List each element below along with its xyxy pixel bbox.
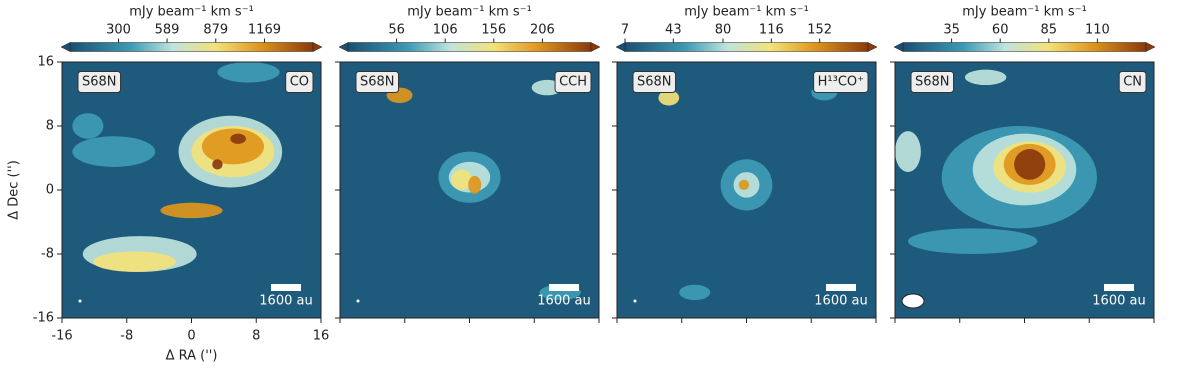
colorbar-tick-label: 7 [621,23,629,38]
x-tick-label: -16 [51,329,72,344]
x-tick-label: 8 [252,329,260,344]
colorbar-arrow [338,42,349,52]
label-box [355,71,400,93]
image [340,62,599,318]
beam [356,299,360,303]
y-tick-label: -8 [41,247,54,262]
emission [907,228,1038,254]
colorbar-tick-label: 152 [807,23,832,38]
emission [1014,149,1046,180]
scale-label: 1600 au [259,294,312,309]
colorbar-label: mJy beam⁻¹ km s⁻¹ [962,5,1087,20]
image-background [62,62,321,318]
y-tick-label: 16 [37,55,54,70]
label-box [554,71,592,93]
beam [78,299,82,303]
emission [230,133,246,144]
colorbar-tick-label: 56 [388,23,405,38]
scale-bar [549,284,579,291]
label-box [285,71,314,93]
image [895,62,1154,318]
colorbar-arrow [867,42,878,52]
beam [633,299,637,303]
y-tick-label: 8 [46,119,54,134]
emission [72,113,104,139]
label-box [1118,71,1147,93]
y-axis-label: Δ Dec ('') [7,160,22,220]
colorbar-arrow [60,42,71,52]
x-tick-label: 0 [187,329,195,344]
x-axis-label: Δ RA ('') [166,349,218,364]
colorbar [902,42,1147,52]
image [62,62,321,318]
panel-label: S68N [360,75,395,90]
colorbar-arrow [615,42,626,52]
colorbar-arrow [312,42,323,52]
colorbar [69,42,314,52]
emission [679,284,711,301]
colorbar-tick-label: 879 [203,23,228,38]
scale-label: 1600 au [814,294,867,309]
colorbar-tick-label: 1169 [248,23,281,38]
panel-label: S68N [637,75,672,90]
colorbar [347,42,592,52]
colorbar-arrow [893,42,904,52]
panel-label: S68N [915,75,950,90]
x-tick-label: -8 [120,329,133,344]
y-tick-label: -16 [33,311,54,326]
colorbar-tick-label: 589 [155,23,180,38]
scale-bar [826,284,856,291]
colorbar-tick-label: 300 [106,23,131,38]
panel-label: CN [1123,75,1142,90]
colorbar-tick-label: 85 [1041,23,1058,38]
emission [93,251,176,272]
emission [201,128,265,165]
colorbar-tick-label: 106 [433,23,458,38]
scale-label: 1600 au [1092,294,1145,309]
label-box [77,71,122,93]
colorbar-arrow [1145,42,1156,52]
panel-label: CO [290,75,309,90]
emission [212,159,223,170]
emission [658,90,680,106]
panel-label: CCH [559,75,587,90]
emission [72,136,156,167]
beam [901,293,925,309]
x-tick-label: 16 [313,329,330,344]
scale-bar [271,284,301,291]
colorbar-label: mJy beam⁻¹ km s⁻¹ [129,5,254,20]
scale-label: 1600 au [537,294,590,309]
panel-label: S68N [82,75,117,90]
colorbar-tick-label: 60 [992,23,1009,38]
emission [738,179,750,191]
emission [451,169,473,190]
colorbar-tick-label: 110 [1085,23,1110,38]
colorbar-label: mJy beam⁻¹ km s⁻¹ [684,5,809,20]
colorbar-tick-label: 116 [759,23,784,38]
colorbar [624,42,869,52]
emission [895,131,921,173]
colorbar-tick-label: 156 [481,23,506,38]
scale-bar [1104,284,1134,291]
colorbar-tick-label: 80 [715,23,732,38]
colorbar-arrow [590,42,601,52]
label-box [910,71,955,93]
colorbar-tick-label: 43 [665,23,682,38]
emission [468,175,482,194]
emission [964,69,1007,86]
y-tick-label: 0 [46,183,54,198]
label-box [813,71,869,93]
panel-label: H¹³CO⁺ [818,75,864,90]
emission [217,62,280,83]
colorbar-tick-label: 206 [530,23,555,38]
label-box [632,71,677,93]
colorbar-label: mJy beam⁻¹ km s⁻¹ [407,5,532,20]
image [617,62,876,318]
colorbar-tick-label: 35 [943,23,960,38]
emission [160,202,223,219]
